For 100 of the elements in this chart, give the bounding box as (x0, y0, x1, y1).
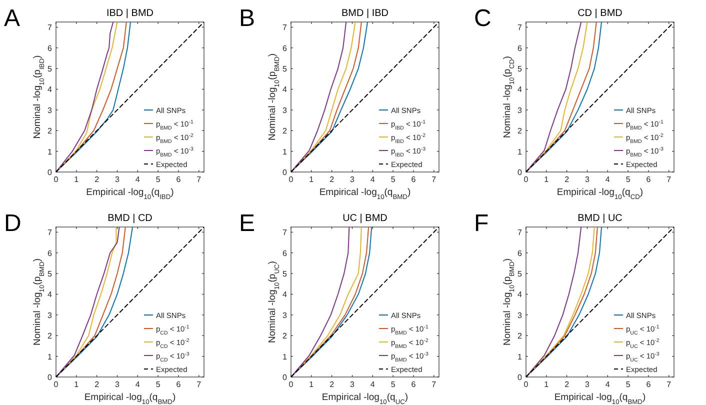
x-axis-title: Empirical -log$_{10}$(q$_{UC}$) (322, 392, 408, 405)
x-tick-label: 5 (390, 380, 396, 389)
x-tick-label: 4 (605, 380, 610, 389)
x-tick-label: 5 (390, 175, 396, 184)
y-tick-label: 2 (282, 332, 288, 341)
y-tick-label: 7 (518, 228, 523, 238)
y-tick-label: 4 (48, 290, 53, 300)
x-tick-label: 0 (288, 175, 294, 184)
x-axis-title: Empirical -log$_{10}$(q$_{BMD}$) (554, 392, 646, 405)
x-tick-label: 2 (564, 380, 570, 389)
x-tick-label: 3 (350, 380, 356, 389)
line-series (526, 227, 582, 377)
y-tick-label: 1 (48, 147, 53, 156)
chart-title: BMD | CD (108, 213, 152, 224)
y-tick-label: 0 (48, 168, 53, 177)
chart-title: CD | BMD (578, 8, 622, 19)
x-axis-title: Empirical -log$_{10}$(q$_{CD}$) (556, 187, 644, 200)
y-tick-label: 5 (282, 64, 288, 74)
y-tick-label: 2 (282, 126, 288, 136)
y-tick-label: 4 (518, 290, 523, 300)
y-tick-label: 7 (518, 23, 523, 32)
x-axis-title: Empirical -log$_{10}$(q$_{IBD}$) (86, 187, 174, 200)
y-tick-label: 5 (518, 270, 523, 279)
x-tick-label: 1 (74, 380, 80, 389)
x-tick-label: 1 (309, 175, 314, 184)
y-tick-label: 1 (518, 147, 523, 156)
chart-title: UC | BMD (342, 213, 388, 224)
y-tick-label: 6 (282, 44, 288, 53)
chart-title: BMD | UC (578, 213, 622, 224)
y-tick-label: 7 (48, 23, 53, 32)
x-tick-label: 2 (564, 175, 570, 184)
x-tick-label: 3 (585, 380, 590, 389)
y-tick-label: 1 (282, 147, 288, 156)
y-tick-label: 3 (518, 310, 523, 320)
y-tick-label: 4 (282, 85, 288, 94)
x-tick-label: 2 (94, 175, 100, 184)
x-tick-label: 3 (115, 380, 120, 389)
text: A (4, 5, 20, 32)
y-tick-label: 7 (282, 23, 288, 32)
y-tick-label: 5 (48, 270, 53, 279)
y-tick-label: 5 (518, 64, 523, 74)
x-axis-title: Empirical -log$_{10}$(q$_{BMD}$) (319, 187, 411, 200)
x-tick-label: 1 (544, 175, 550, 184)
y-tick-label: 1 (48, 352, 53, 362)
y-tick-label: 0 (518, 373, 523, 382)
x-tick-label: 4 (135, 175, 140, 184)
x-tick-label: 6 (176, 380, 182, 389)
x-tick-label: 6 (646, 175, 652, 184)
x-tick-label: 1 (309, 380, 314, 389)
x-tick-label: 5 (156, 175, 161, 184)
x-tick-label: 7 (196, 175, 202, 184)
x-tick-label: 3 (115, 175, 120, 184)
x-tick-label: 0 (524, 380, 529, 389)
x-tick-label: 7 (432, 380, 437, 389)
x-tick-label: 2 (330, 380, 335, 389)
x-tick-label: 5 (156, 380, 161, 389)
x-tick-label: 0 (524, 175, 529, 184)
x-tick-label: 6 (176, 175, 182, 184)
x-tick-label: 0 (54, 380, 59, 389)
x-tick-label: 2 (330, 175, 335, 184)
y-tick-label: 6 (48, 44, 53, 53)
y-tick-label: 0 (518, 168, 523, 177)
y-tick-label: 1 (518, 352, 523, 362)
x-tick-label: 0 (54, 175, 59, 184)
text: C (474, 5, 492, 32)
y-tick-label: 7 (282, 228, 288, 238)
y-tick-label: 6 (518, 44, 523, 53)
y-tick-label: 2 (48, 126, 53, 136)
y-tick-label: 2 (518, 126, 523, 136)
x-tick-label: 6 (411, 380, 416, 389)
x-tick-label: 5 (626, 175, 631, 184)
chart-title: BMD | IBD (341, 8, 389, 19)
y-tick-label: 3 (518, 106, 523, 115)
x-tick-label: 3 (350, 175, 356, 184)
y-tick-label: 4 (48, 85, 53, 94)
y-tick-label: 2 (518, 332, 523, 341)
y-tick-label: 5 (48, 64, 53, 74)
x-tick-label: 6 (411, 175, 416, 184)
text: E (239, 210, 256, 237)
x-tick-label: 4 (370, 380, 376, 389)
x-tick-label: 4 (605, 175, 610, 184)
y-tick-label: 6 (518, 248, 523, 258)
x-tick-label: 0 (288, 380, 294, 389)
y-tick-label: 0 (48, 373, 53, 382)
text: B (239, 5, 256, 32)
y-tick-label: 0 (282, 168, 288, 177)
x-tick-label: 6 (646, 380, 652, 389)
y-tick-label: 4 (282, 290, 288, 300)
y-tick-label: 3 (48, 106, 53, 115)
y-tick-label: 2 (48, 332, 53, 341)
x-tick-label: 7 (666, 175, 672, 184)
chart-title: IBD | BMD (106, 8, 154, 19)
x-axis-title: Empirical -log$_{10}$(q$_{BMD}$) (84, 392, 176, 405)
y-tick-label: 3 (282, 310, 288, 320)
x-tick-label: 4 (135, 380, 140, 389)
y-tick-label: 5 (282, 270, 288, 279)
x-tick-label: 4 (370, 175, 376, 184)
y-tick-label: 3 (48, 310, 53, 320)
y-tick-label: 6 (282, 248, 288, 258)
line-series (291, 227, 350, 377)
